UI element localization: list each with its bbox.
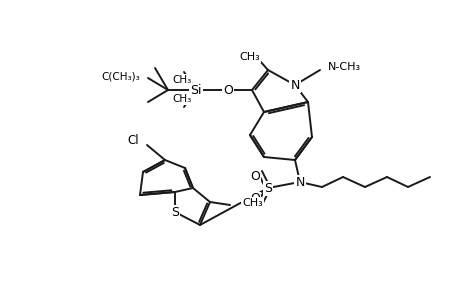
Text: N: N [290,79,299,92]
Text: O: O [223,83,232,97]
Text: O: O [250,170,259,184]
Text: Cl: Cl [127,134,139,146]
Text: N: N [295,176,304,188]
Text: CH₃: CH₃ [172,75,191,85]
Text: C(CH₃)₃: C(CH₃)₃ [101,71,140,81]
Text: CH₃: CH₃ [241,198,262,208]
Text: S: S [171,206,179,218]
Text: Si: Si [190,83,202,97]
Text: O: O [250,193,259,206]
Text: S: S [263,182,271,194]
Text: CH₃: CH₃ [239,52,260,62]
Text: CH₃: CH₃ [172,94,191,104]
Text: N-CH₃: N-CH₃ [327,62,360,72]
